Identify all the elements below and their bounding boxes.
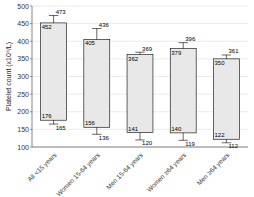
x-tick-label: Men ≥64 years [195, 151, 232, 188]
data-label: 452 [42, 24, 53, 30]
whisker-high [53, 16, 54, 23]
y-tick-label: 100 [17, 144, 29, 151]
cap-high [92, 28, 101, 29]
data-label: 112 [228, 143, 238, 149]
whisker-high [96, 29, 97, 40]
y-tick-label: 500 [17, 3, 29, 10]
data-label: 156 [85, 120, 96, 126]
data-label: 141 [128, 126, 139, 132]
data-label: 176 [42, 113, 53, 119]
box [84, 39, 110, 127]
data-label: 165 [56, 125, 67, 131]
whisker-high [140, 52, 141, 54]
chart: 100 150 200 250 300 350 400 450 500 Platelet coun… [0, 0, 254, 197]
data-label: 436 [99, 22, 110, 28]
whisker-low [96, 127, 97, 134]
whisker-low [140, 133, 141, 140]
whisker-low [183, 133, 184, 140]
y-axis-line [32, 6, 33, 147]
x-axis-line [32, 147, 248, 148]
cap-high [49, 15, 58, 16]
box [170, 49, 196, 133]
data-label: 369 [142, 46, 153, 52]
y-axis-label: Platelet count (x10⁹/L) [5, 42, 13, 111]
y-tick-label: 150 [17, 126, 29, 133]
cap-high [135, 52, 144, 53]
whisker-high [183, 43, 184, 49]
box [127, 55, 153, 133]
y-tick-label: 200 [17, 108, 29, 115]
x-tick-label: Women ≥64 years [145, 151, 188, 194]
data-label: 361 [228, 48, 239, 54]
data-label: 119 [185, 141, 195, 147]
box [213, 59, 239, 139]
y-tick-label: 300 [17, 73, 29, 80]
data-label: 379 [171, 50, 182, 56]
cap-high [222, 54, 231, 55]
x-tick-label: Men 15-64 years [105, 151, 146, 192]
data-label: 405 [85, 40, 96, 46]
y-tick-label: 350 [17, 55, 29, 62]
x-tick-label: All <15 years [26, 151, 59, 184]
data-label: 362 [128, 56, 139, 62]
data-label: 350 [214, 60, 225, 66]
data-label: 120 [142, 140, 153, 146]
data-label: 473 [56, 9, 67, 15]
y-tick-label: 250 [17, 91, 29, 98]
whisker-high [226, 55, 227, 59]
grid-line [32, 6, 248, 7]
marks [41, 16, 240, 143]
data-label: 136 [99, 135, 110, 141]
whisker-low [226, 139, 227, 143]
data-label: 396 [185, 36, 196, 42]
x-tick-label: Women 15-64 years [55, 151, 102, 197]
y-tick-label: 400 [17, 38, 29, 45]
y-tick-label: 450 [17, 20, 29, 27]
whisker-low [53, 120, 54, 124]
data-label: 140 [171, 126, 182, 132]
cap-high [179, 42, 188, 43]
grid-line [32, 147, 248, 148]
grid [30, 6, 248, 147]
box [41, 23, 67, 120]
data-label: 122 [214, 132, 225, 138]
